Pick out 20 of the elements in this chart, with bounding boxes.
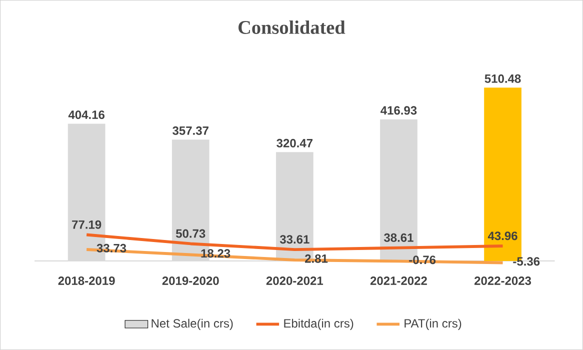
- data-label: 416.93: [380, 106, 417, 115]
- data-label: 510.48: [484, 74, 521, 83]
- legend-label: PAT(in crs): [404, 318, 462, 330]
- legend-label: Net Sale(in crs): [152, 318, 233, 330]
- chart-title: Consolidated: [238, 20, 346, 34]
- data-label: -5.36: [513, 257, 540, 266]
- x-tick-label: 2020-2021: [266, 276, 324, 286]
- data-label: 38.61: [384, 233, 414, 242]
- data-label: 404.16: [68, 110, 104, 120]
- data-label: 43.96: [488, 232, 518, 240]
- data-label: 33.61: [280, 235, 310, 244]
- legend-label: Ebitda(in crs): [284, 318, 354, 330]
- data-label: 320.47: [276, 138, 312, 148]
- data-label: 357.37: [172, 126, 208, 135]
- data-label: 77.19: [72, 220, 102, 229]
- x-tick-label: 2019-2020: [162, 276, 219, 286]
- x-tick-label: 2018-2019: [58, 276, 115, 286]
- data-label: 50.73: [176, 229, 206, 238]
- x-tick-label: 2022-2023: [474, 276, 532, 286]
- x-tick-label: 2021-2022: [370, 276, 427, 286]
